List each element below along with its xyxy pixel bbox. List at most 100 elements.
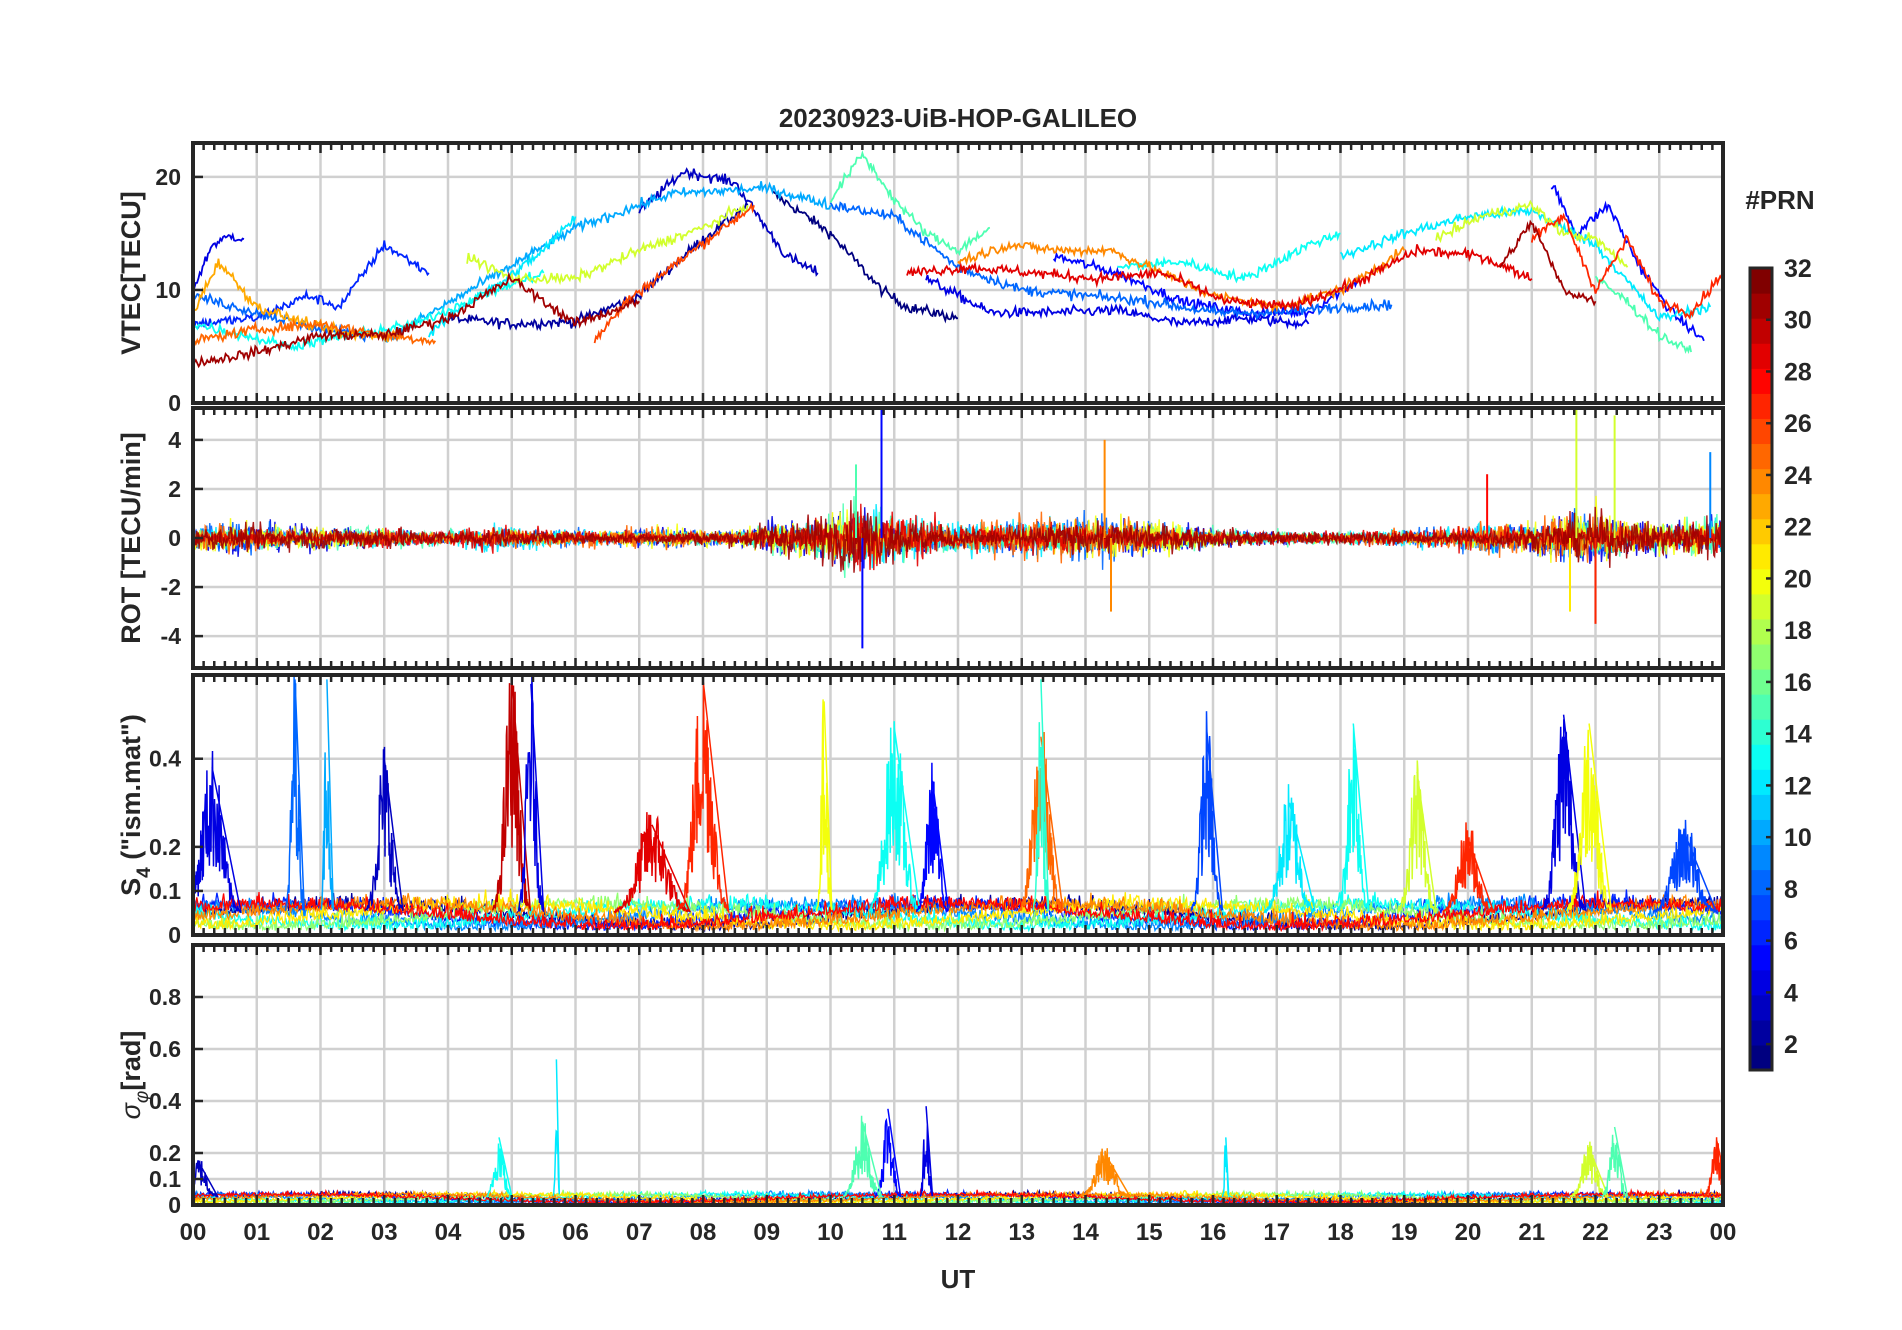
y-tick-label: 0 <box>168 390 181 416</box>
burst-prn-27 <box>1703 1137 1723 1198</box>
colorbar-frame <box>1748 266 1774 1072</box>
x-tick-label: 03 <box>371 1219 398 1246</box>
burst-prn-12 <box>1221 1137 1230 1197</box>
y-tick-labels: 0 0.1 0.2 0.4 <box>149 746 203 948</box>
colorbar-tick-label: 22 <box>1784 514 1812 542</box>
x-tick-label: 23 <box>1646 1219 1673 1246</box>
sigma-phi-panel: 00.10.2 0.4 0.6 0.8 σφ[rad] <box>116 943 1725 1218</box>
burst-prn-10 <box>320 679 335 911</box>
vtec-series-prn-1 <box>772 190 959 324</box>
y-tick-label: 0.1 <box>149 1166 181 1192</box>
colorbar-step <box>1750 343 1772 369</box>
colorbar-tick-label: 24 <box>1784 462 1812 490</box>
y-tick-label: 0.2 <box>149 1140 181 1166</box>
vtec-series-prn-27 <box>1530 212 1723 320</box>
y-tick-label: 0.2 <box>149 834 181 860</box>
burst-prn-19 <box>1569 1141 1609 1199</box>
vtec-series-prn-29 <box>906 244 1533 312</box>
colorbar-step <box>1750 944 1772 971</box>
baseline-series-prn-28 <box>193 890 1723 933</box>
vtec-series-prn-2 <box>447 200 749 332</box>
colorbar-step <box>1750 1019 1772 1046</box>
x-tick-label: 07 <box>626 1219 653 1246</box>
vtec-series-prn-8 <box>829 201 1393 321</box>
burst-prn-14 <box>1032 679 1050 913</box>
burst-prn-7 <box>1652 819 1719 915</box>
series-group <box>193 150 1723 370</box>
y-tick-label: 0.8 <box>149 984 181 1010</box>
colorbar-step <box>1750 618 1772 645</box>
vtec-series-prn-12 <box>428 215 577 338</box>
rot-panel: -4 -2 0 2 4 ROT [TECU/min] <box>116 406 1725 670</box>
x-tick-label: 14 <box>1072 1219 1099 1246</box>
burst-prn-5 <box>915 762 949 914</box>
burst-prn-3 <box>193 1160 219 1198</box>
vtec-series-prn-13 <box>193 268 545 352</box>
y-tick-labels: -4 -2 0 2 4 <box>161 427 203 649</box>
vtec-series-prn-10 <box>383 181 832 343</box>
y-axis-label: ROT [TECU/min] <box>116 432 146 643</box>
x-tick-label: 16 <box>1200 1219 1227 1246</box>
y-tick-label: 4 <box>168 427 181 453</box>
colorbar-step <box>1750 719 1772 745</box>
y-tick-labels: 0 10 20 <box>155 164 203 416</box>
y-tick-label: 0.6 <box>149 1036 181 1062</box>
burst-prn-3 <box>365 746 404 912</box>
x-tick-label: 00 <box>1710 1219 1737 1246</box>
x-ticks <box>191 675 1725 935</box>
x-tick-label: 01 <box>243 1219 270 1246</box>
colorbar-tick-label: 4 <box>1784 979 1798 1007</box>
colorbar-step <box>1750 518 1772 545</box>
x-tick-label: 10 <box>817 1219 844 1246</box>
x-tick-label: 12 <box>945 1219 972 1246</box>
colorbar-step <box>1750 293 1772 319</box>
burst-prn-4 <box>919 1106 934 1197</box>
y-tick-labels: 00.10.2 0.4 0.6 0.8 <box>149 984 203 1218</box>
burst-prn-24 <box>1078 1148 1132 1199</box>
y-axis-label: σφ[rad] <box>116 1031 153 1120</box>
vtec-series-prn-31 <box>1499 219 1597 307</box>
burst-prn-13 <box>1336 723 1370 913</box>
colorbar-step <box>1750 1044 1772 1071</box>
x-tick-label: 04 <box>435 1219 462 1246</box>
colorbar-step <box>1750 744 1772 770</box>
colorbar-step <box>1750 443 1772 470</box>
burst-prn-20 <box>815 699 833 912</box>
y-tick-label: 0.4 <box>149 746 181 772</box>
burst-prn-27 <box>677 679 730 915</box>
burst-prn-13 <box>868 721 921 915</box>
vtec-series-prn-8 <box>193 292 373 343</box>
burst-prn-13 <box>485 1137 513 1199</box>
colorbar-step <box>1750 568 1772 595</box>
colorbar-step <box>1750 894 1772 921</box>
x-tick-label: 19 <box>1391 1219 1418 1246</box>
y-axis-label: S4 ("ism.mat") <box>116 714 155 896</box>
x-tick-label: 00 <box>180 1219 207 1246</box>
y-tick-label: -2 <box>161 574 181 600</box>
colorbar-tick-label: 12 <box>1784 772 1812 800</box>
s4-panel: 0 0.1 0.2 0.4S4 ("ism.mat") <box>116 673 1725 948</box>
y-tick-label: 2 <box>168 476 181 502</box>
colorbar-step <box>1750 919 1772 946</box>
x-tick-label: 06 <box>562 1219 589 1246</box>
colorbar-step <box>1750 393 1772 419</box>
colorbar-step <box>1750 669 1772 695</box>
colorbar-step <box>1750 844 1772 871</box>
grid <box>193 945 1723 1205</box>
colorbar-tick-label: 26 <box>1784 410 1812 438</box>
colorbar-tick-label: 16 <box>1784 669 1812 697</box>
x-tick-label: 05 <box>498 1219 525 1246</box>
x-tick-label: 02 <box>307 1219 334 1246</box>
y-tick-label: -4 <box>161 623 182 649</box>
x-tick-label: 08 <box>690 1219 717 1246</box>
burst-prn-4 <box>1540 714 1587 913</box>
colorbar-step <box>1750 593 1772 620</box>
colorbar-step <box>1750 493 1772 520</box>
x-tick-label: 18 <box>1327 1219 1354 1246</box>
colorbar-step <box>1750 794 1772 820</box>
burst-prn-30 <box>491 675 532 912</box>
vtec-series-prn-12 <box>1339 204 1712 323</box>
x-tick-label: 20 <box>1455 1219 1482 1246</box>
